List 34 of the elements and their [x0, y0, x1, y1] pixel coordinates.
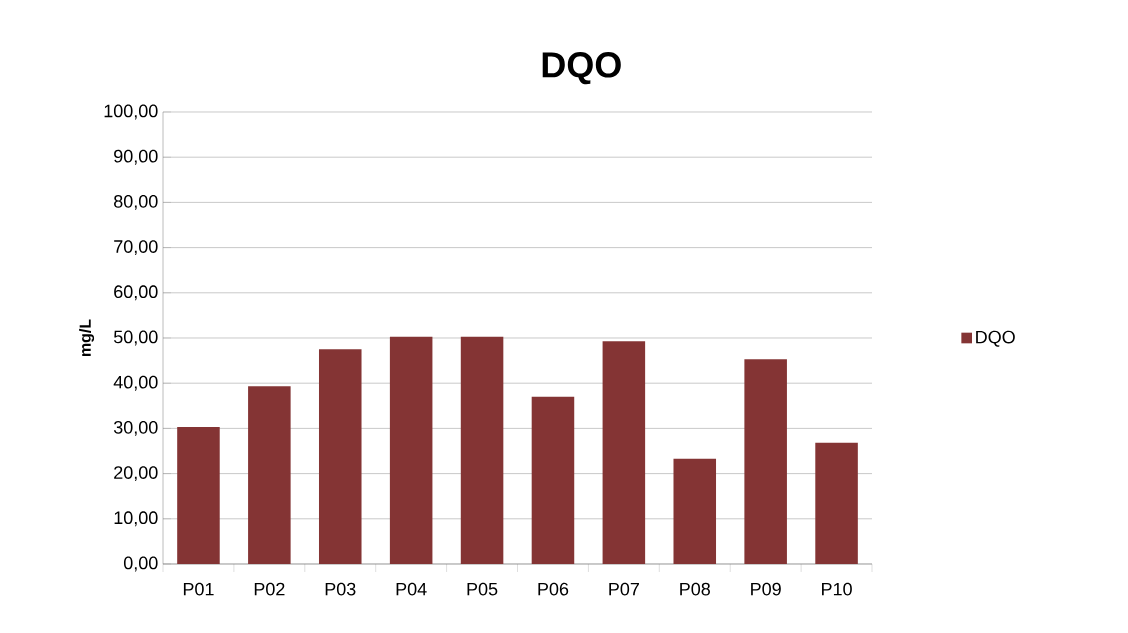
x-tick-label: P02 — [254, 582, 285, 596]
y-tick-label: 60,00 — [114, 285, 158, 301]
x-tick-label: P07 — [609, 582, 639, 596]
y-tick-label: 80,00 — [114, 194, 158, 210]
bar — [815, 442, 858, 564]
y-tick-label: 100,00 — [104, 104, 158, 120]
legend-label: DQO — [976, 330, 1015, 347]
y-tick-label: 30,00 — [113, 420, 158, 436]
bar — [531, 396, 575, 564]
x-tick-label: P01 — [183, 582, 214, 596]
chart-title: DQO — [542, 52, 621, 85]
x-tick-label: P05 — [467, 582, 498, 596]
y-tick-label: 0,00 — [123, 556, 158, 572]
y-tick-label: 20,00 — [114, 466, 158, 482]
y-tick-label: 70,00 — [114, 240, 158, 256]
x-tick-label: P06 — [538, 582, 569, 596]
bar — [318, 349, 362, 564]
x-tick-label: P09 — [751, 582, 781, 596]
y-tick-label: 40,00 — [113, 375, 158, 391]
bar — [248, 386, 291, 564]
bar — [744, 359, 787, 564]
bar — [389, 336, 433, 564]
y-axis-title: mg/L — [79, 319, 95, 357]
x-tick-label: P10 — [822, 582, 852, 596]
bar — [602, 341, 646, 564]
bar — [177, 427, 220, 564]
x-tick-label: P08 — [680, 582, 710, 596]
y-tick-label: 50,00 — [113, 330, 158, 346]
bar — [460, 336, 504, 564]
y-tick-label: 10,00 — [114, 511, 158, 527]
y-tick-label: 90,00 — [114, 149, 158, 165]
bar — [673, 458, 717, 564]
x-tick-label: P03 — [325, 582, 356, 596]
x-tick-label: P04 — [396, 582, 427, 596]
